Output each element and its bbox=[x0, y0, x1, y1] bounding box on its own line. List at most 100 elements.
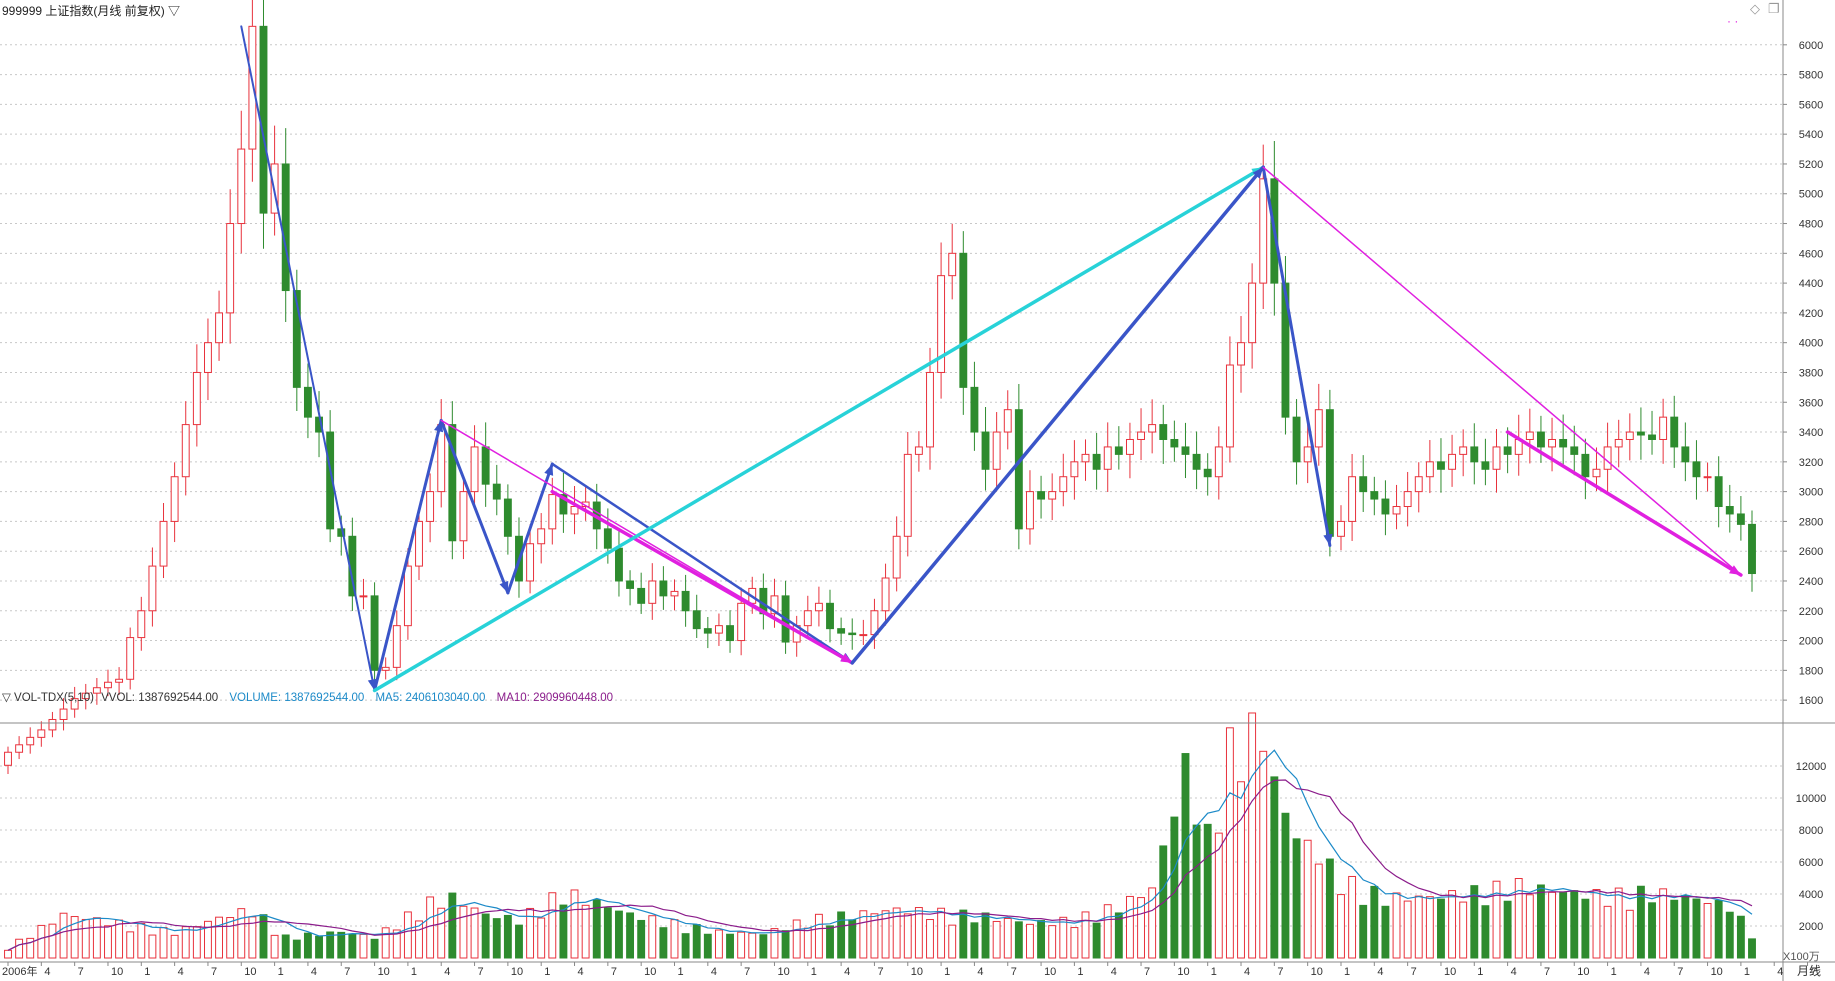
price-tick-label: 1600 bbox=[1799, 695, 1823, 707]
price-tick-label: 6000 bbox=[1799, 40, 1823, 52]
volume-bar bbox=[492, 918, 501, 959]
candle-body bbox=[959, 252, 968, 388]
time-tick-label: 4 bbox=[844, 966, 850, 978]
candle-body bbox=[1636, 431, 1645, 436]
volume-bar bbox=[1281, 812, 1290, 959]
volume-bar bbox=[970, 922, 979, 959]
volume-bar bbox=[870, 913, 879, 959]
candle-body bbox=[459, 491, 468, 542]
candle-body bbox=[537, 528, 546, 545]
candle-body bbox=[492, 483, 501, 500]
volume-bar bbox=[481, 913, 490, 959]
volume-bar bbox=[859, 910, 868, 959]
time-tick-label: 7 bbox=[1011, 966, 1017, 978]
time-tick-label: 1 bbox=[278, 966, 284, 978]
restore-window-icon[interactable]: ❐ bbox=[1768, 1, 1780, 16]
volume-bar bbox=[1581, 898, 1590, 959]
time-tick-label: 1 bbox=[944, 966, 950, 978]
volume-bar bbox=[226, 917, 235, 959]
volume-bar bbox=[1670, 899, 1679, 959]
volume-bar bbox=[292, 939, 301, 959]
candle-body bbox=[914, 446, 923, 455]
volume-bar bbox=[637, 919, 646, 959]
ma5-line bbox=[7, 749, 1753, 951]
wave-line bbox=[240, 25, 376, 692]
ma5-value: MA5: 2406103040.00 bbox=[375, 692, 486, 704]
volume-bar bbox=[1125, 895, 1134, 959]
keypoint-labels: 011011←6124.04←1664.93 bbox=[0, 0, 51, 4]
volume-bar bbox=[1403, 900, 1412, 959]
volume-bar bbox=[1059, 916, 1068, 959]
volume-bar bbox=[615, 910, 623, 959]
time-tick-label: 7 bbox=[478, 966, 484, 978]
candle-body bbox=[448, 424, 457, 542]
min-price-label: ←1664.93 bbox=[0, 0, 51, 3]
volume-bar bbox=[415, 920, 423, 959]
time-tick-label: 7 bbox=[744, 966, 750, 978]
volume-bar bbox=[26, 937, 35, 959]
candle-body bbox=[737, 602, 746, 642]
candle-body bbox=[15, 744, 24, 753]
candle-body bbox=[1348, 476, 1357, 522]
volume-bar bbox=[1337, 894, 1345, 959]
volume-indicator-label: ▽ VOL-TDX(5,10) VVOL: 1387692544.00 VOLU… bbox=[2, 690, 613, 704]
candle-body bbox=[1281, 282, 1290, 418]
time-tick-label: 10 bbox=[244, 966, 256, 978]
volume-bar bbox=[559, 904, 568, 959]
candle-body bbox=[1681, 446, 1690, 463]
volume-tick-label: 2000 bbox=[1799, 921, 1823, 933]
wave-line bbox=[550, 489, 854, 665]
volume-bar bbox=[48, 923, 57, 959]
candle-body bbox=[1314, 409, 1323, 448]
price-tick-label: 4800 bbox=[1799, 219, 1823, 231]
price-tick-label: 5800 bbox=[1799, 70, 1823, 82]
candlesticks bbox=[4, 0, 1756, 774]
candle-body bbox=[181, 424, 190, 478]
max-price-label: ←6124.04 bbox=[0, 0, 51, 3]
volume-bar bbox=[1292, 838, 1301, 959]
candle-body bbox=[970, 386, 979, 433]
volume-bar bbox=[503, 914, 512, 959]
candle-body bbox=[848, 632, 857, 636]
candle-body bbox=[837, 628, 846, 634]
time-tick-label: 4 bbox=[1644, 966, 1650, 978]
volume-bar bbox=[1459, 901, 1468, 959]
vol-indicator-name[interactable]: ▽ VOL-TDX(5,10) bbox=[2, 692, 94, 704]
volume-bar bbox=[759, 934, 768, 959]
candle-body bbox=[1425, 461, 1434, 478]
volume-bar bbox=[1325, 858, 1334, 959]
candle-body bbox=[1203, 468, 1212, 478]
candle-body bbox=[26, 736, 35, 746]
wave-line bbox=[372, 165, 1265, 693]
wave-arrowhead bbox=[1323, 533, 1333, 546]
candle-body bbox=[1559, 438, 1568, 448]
candle-body bbox=[659, 580, 668, 597]
time-tick-label: 10 bbox=[1577, 966, 1589, 978]
time-tick-label: 1 bbox=[1344, 966, 1350, 978]
volume-bar bbox=[204, 920, 212, 959]
candle-body bbox=[359, 595, 368, 598]
volume-bar bbox=[548, 892, 557, 959]
candle-body bbox=[59, 708, 68, 720]
volume-bar bbox=[459, 905, 468, 959]
candle-body bbox=[1548, 438, 1556, 448]
candle-body bbox=[1137, 431, 1145, 440]
price-tick-label: 5400 bbox=[1799, 129, 1823, 141]
time-tick-label: 2006年 bbox=[2, 964, 37, 978]
candle-body bbox=[1692, 461, 1701, 478]
candle-body bbox=[903, 453, 912, 537]
wave-line bbox=[1262, 166, 1742, 576]
diamond-icon[interactable]: ◇ bbox=[1750, 1, 1760, 16]
volume-bar bbox=[1592, 889, 1601, 959]
volume-bar bbox=[170, 934, 179, 959]
volume-bar bbox=[1603, 905, 1612, 959]
volume-bar bbox=[670, 919, 679, 959]
price-tick-label: 2800 bbox=[1799, 516, 1823, 528]
candle-body bbox=[1003, 409, 1012, 433]
candle-body bbox=[392, 625, 401, 668]
candle-body bbox=[548, 494, 557, 530]
candle-body bbox=[1048, 491, 1057, 500]
time-tick-label: 7 bbox=[1811, 966, 1817, 978]
volume-bars bbox=[4, 712, 1756, 959]
